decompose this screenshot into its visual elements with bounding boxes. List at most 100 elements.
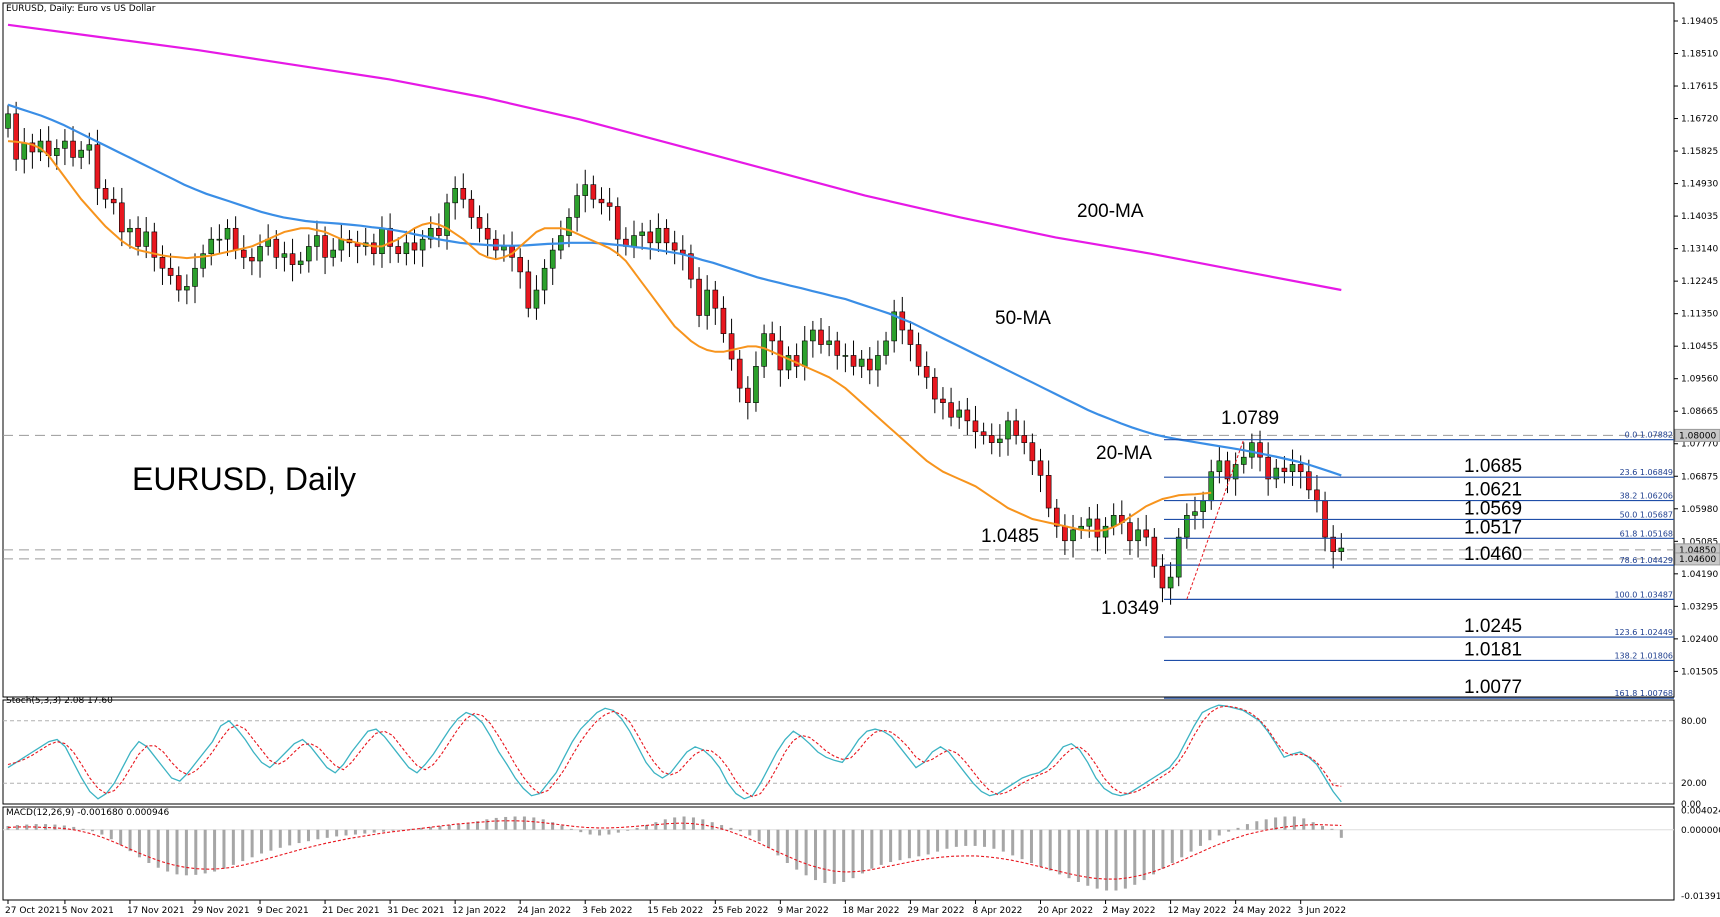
macd-histogram-bar [1321, 825, 1325, 830]
macd-histogram-bar [222, 829, 226, 869]
x-tick-label: 18 Mar 2022 [842, 906, 899, 916]
x-tick-label: 3 Jun 2022 [1298, 906, 1346, 916]
macd-histogram-bar [316, 829, 320, 840]
macd-histogram-bar [889, 829, 893, 863]
macd-histogram-bar [119, 829, 123, 845]
candle-body [566, 217, 572, 236]
x-tick-label: 2 May 2022 [1103, 906, 1156, 916]
ma200-line [7, 23, 1342, 292]
candle-body [403, 242, 410, 255]
stoch-main-line [7, 704, 1342, 803]
candle-body [1062, 525, 1068, 542]
x-tick-label: 12 Jan 2022 [452, 906, 506, 916]
candle-body [78, 149, 84, 158]
macd-histogram-bar [372, 829, 376, 833]
macd-histogram-bar [335, 829, 339, 837]
candle-body [1159, 565, 1166, 589]
candle-body [541, 267, 548, 291]
candle-body [1053, 507, 1060, 527]
candle-body [29, 142, 36, 153]
candle-body [127, 227, 133, 233]
fib-level-label: 38.2 1.06206 [1620, 492, 1673, 501]
fib-level-value: 1.0685 [1464, 456, 1522, 477]
candle-body [574, 195, 580, 218]
candle-body [997, 438, 1003, 443]
y-tick-label: 1.08665 [1681, 407, 1718, 417]
macd-histogram-bar [532, 817, 536, 830]
candle-body [720, 307, 727, 334]
candle-body [1021, 435, 1028, 443]
y-tick-label: 1.15825 [1681, 147, 1718, 157]
macd-histogram-bar [1330, 828, 1334, 830]
candle-body [379, 227, 385, 255]
candle-body [923, 366, 930, 378]
candle-body [1289, 464, 1296, 473]
x-tick-label: 8 Apr 2022 [972, 906, 1022, 916]
candle-body [21, 142, 28, 160]
candle-body [842, 355, 849, 357]
candle-body [769, 333, 776, 342]
fib-level-value: 1.0181 [1464, 639, 1522, 660]
macd-histogram-bar [1142, 829, 1146, 881]
candle-body [753, 366, 759, 403]
fib-level-value: 1.0569 [1464, 498, 1522, 519]
candle-body [932, 376, 938, 400]
macd-histogram-bar [720, 825, 724, 830]
macd-histogram-bar [213, 829, 217, 872]
macd-histogram-bar [1227, 829, 1231, 832]
stochastic-pane [3, 704, 1674, 803]
macd-histogram-bar [306, 829, 310, 842]
macd-histogram-bar [260, 829, 264, 854]
price-label: 1.04600 [1679, 555, 1716, 565]
candle-body [1232, 464, 1239, 480]
candle-body [688, 253, 694, 280]
macd-histogram-bar [1302, 818, 1306, 830]
fib-level-label: 138.2 1.01806 [1614, 651, 1673, 660]
chart-title: EURUSD, Daily [132, 461, 356, 497]
candle-body [151, 231, 158, 258]
y-tick-label: 1.05980 [1681, 505, 1718, 515]
candle-body [1135, 529, 1141, 542]
macd-pane [3, 816, 1674, 891]
macd-histogram-bar [936, 829, 940, 852]
macd-histogram-bar [635, 827, 639, 830]
x-tick-label: 21 Dec 2021 [322, 906, 380, 916]
candle-body [273, 238, 280, 258]
x-tick-label: 20 Apr 2022 [1038, 906, 1094, 916]
candle-body [533, 289, 540, 309]
macd-histogram-bar [832, 829, 836, 884]
macd-histogram-bar [91, 829, 95, 832]
macd-histogram-bar [1339, 829, 1343, 838]
macd-histogram-bar [297, 829, 301, 844]
macd-histogram-bar [485, 819, 489, 830]
macd-histogram-bar [475, 821, 479, 830]
price-label-box [1674, 428, 1720, 442]
macd-histogram-bar [823, 829, 827, 883]
candle-body [736, 358, 743, 389]
macd-histogram-bar [344, 829, 348, 836]
candle-body [614, 206, 621, 240]
macd-histogram-bar [851, 829, 855, 879]
macd-histogram-bar [954, 829, 958, 847]
candle-body [517, 257, 523, 273]
macd-histogram-bar [1217, 829, 1221, 836]
candle-body [606, 202, 613, 207]
macd-histogram-bar [137, 829, 141, 858]
candle-body [745, 387, 751, 403]
candle-body [549, 249, 556, 269]
price-label: 1.08000 [1679, 431, 1716, 441]
macd-histogram-bar [1095, 829, 1099, 889]
macd-histogram-bar [616, 829, 620, 833]
candle-body [322, 235, 328, 258]
candle-body [1029, 442, 1036, 462]
candle-body [883, 340, 889, 356]
main-frame [2, 2, 1675, 698]
x-tick-label: 27 Oct 2021 [5, 906, 61, 916]
candle-body [964, 409, 971, 422]
macd-histogram-bar [785, 829, 789, 863]
y-tick-label: 1.19405 [1681, 17, 1718, 27]
macd-histogram-bar [607, 829, 611, 835]
macd-histogram-bar [504, 816, 508, 830]
macd-histogram-bar [100, 829, 104, 835]
candle-body [1200, 500, 1206, 512]
